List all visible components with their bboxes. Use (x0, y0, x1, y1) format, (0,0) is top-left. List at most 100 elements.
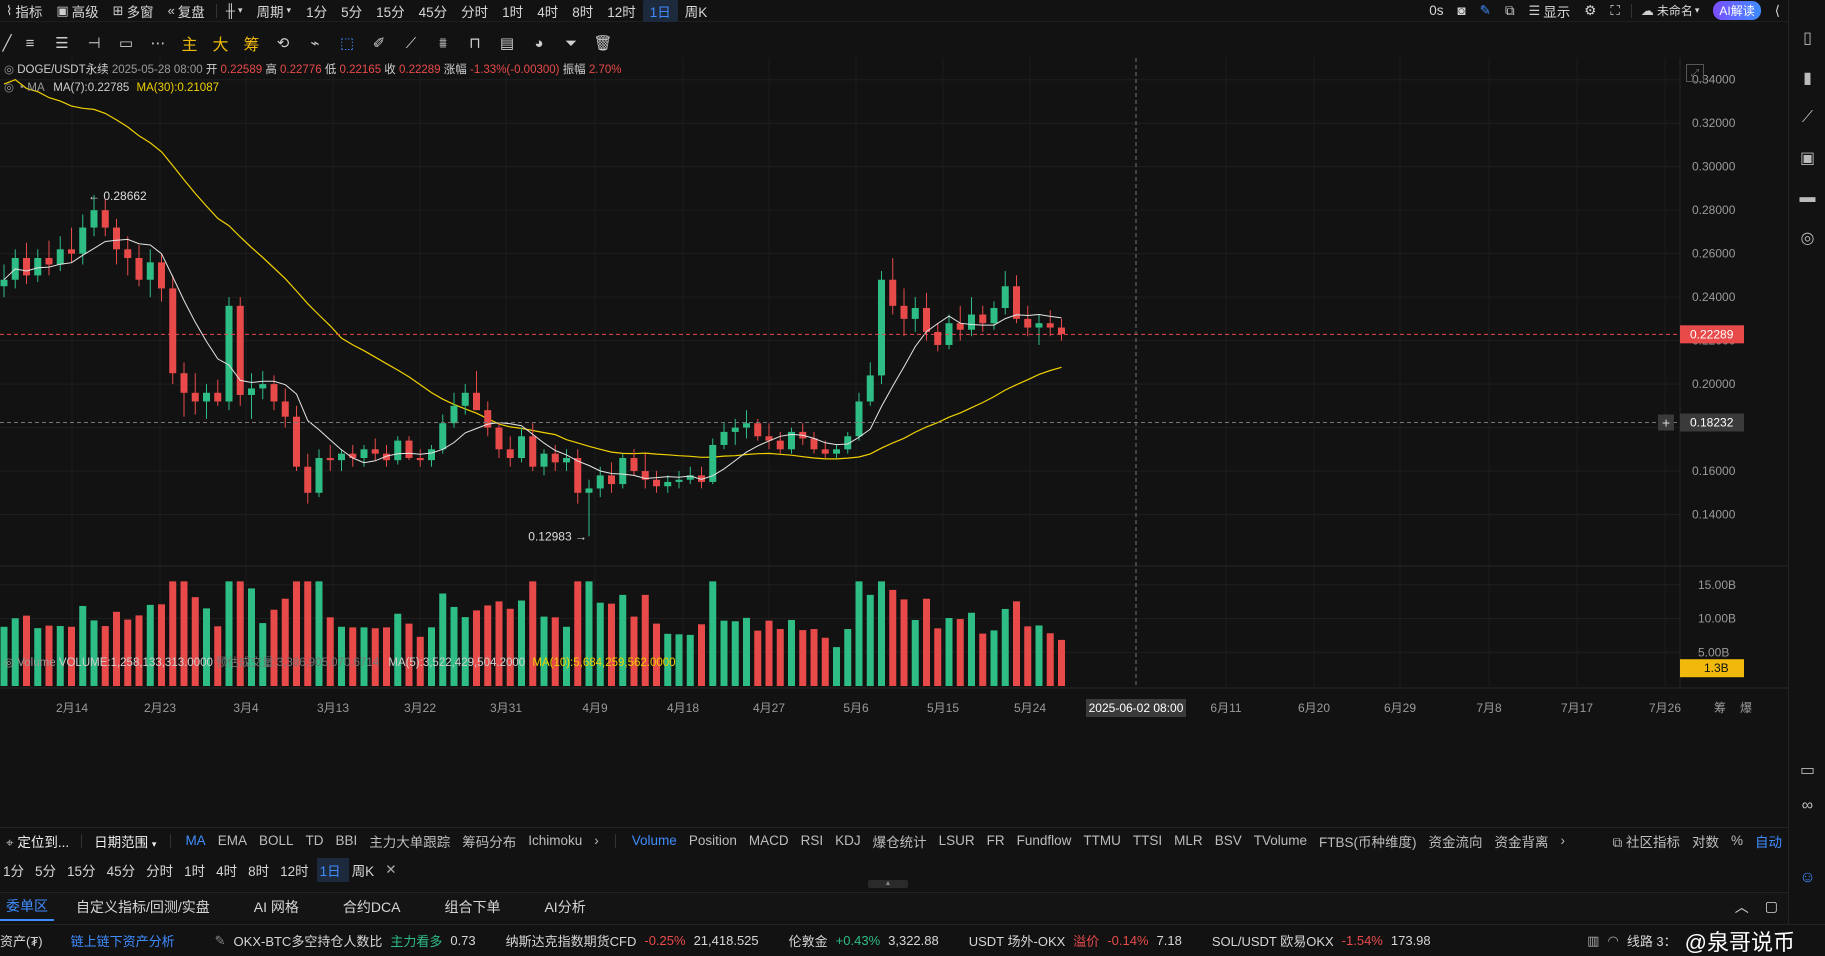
sub-indicator-tab-9[interactable]: TTMU (1083, 833, 1121, 848)
tf-15m[interactable]: 15分 (376, 4, 405, 20)
close-icon[interactable]: ✕ (385, 862, 397, 877)
card-icon[interactable]: ▬ (1799, 189, 1816, 206)
sub-indicator-tab-10[interactable]: TTSI (1132, 833, 1163, 848)
ticker-btc-ratio-name[interactable]: OKX-BTC多空持仓人数比 (233, 934, 383, 949)
tab-combo-order[interactable]: 组合下单 (444, 898, 501, 915)
tf-1m[interactable]: 1分 (306, 4, 328, 20)
ticker-sol-name[interactable]: SOL/USDT 欧易OKX (1211, 934, 1334, 949)
parallel-lines-icon[interactable]: ≡ (25, 34, 35, 52)
assistant-icon[interactable]: ☺ (1799, 869, 1816, 886)
tf-45m[interactable]: 45分 (418, 4, 448, 20)
tf-5m[interactable]: 5分 (341, 4, 363, 20)
chart-icon[interactable]: ▥ (1587, 932, 1600, 948)
tab-ai-grid[interactable]: AI 网格 (253, 898, 299, 915)
pattern-icon[interactable]: ⩩ (438, 34, 447, 52)
tf2-timeline[interactable]: 分时 (146, 864, 174, 879)
document-icon[interactable]: ▯ (1803, 30, 1812, 47)
tf-8h[interactable]: 8时 (572, 4, 594, 20)
sub-indicator-tab-8[interactable]: Fundflow (1016, 833, 1072, 848)
note-icon[interactable]: ▤ (499, 35, 515, 52)
path-icon[interactable]: ⟋ (405, 34, 417, 52)
expand-icon[interactable]: ⤢ (1686, 64, 1704, 82)
filter-icon[interactable]: ⏷ (564, 34, 577, 52)
tf2-1m[interactable]: 1分 (3, 864, 25, 879)
signal-icon[interactable]: ◎ (1800, 230, 1815, 247)
tab-contract-dca[interactable]: 合约DCA (342, 898, 401, 915)
indicators-button[interactable]: ⌇ 指标 (6, 2, 43, 20)
pen-icon[interactable]: ✎ (1479, 2, 1491, 18)
sub-indicator-tab-6[interactable]: LSUR (938, 833, 975, 848)
eye-icon[interactable]: ◎ (4, 82, 15, 94)
sub-indicator-tab-2[interactable]: MACD (748, 833, 789, 848)
sub-indicator-tab-7[interactable]: FR (986, 833, 1005, 848)
main-indicator-tab-5[interactable]: 主力大单跟踪 (369, 834, 451, 850)
main-indicator-tab-6[interactable]: 筹码分布 (462, 834, 517, 850)
display-button[interactable]: ☰ 显示 (1528, 2, 1571, 20)
more-tools-icon[interactable]: ⋯ (150, 35, 166, 52)
tf2-5m[interactable]: 5分 (35, 864, 57, 879)
tf-4h[interactable]: 4时 (537, 4, 559, 20)
tf2-1h[interactable]: 1时 (184, 864, 206, 879)
tf-1d[interactable]: 1日 (642, 0, 678, 22)
lock-icon[interactable]: ⊓ (469, 35, 481, 52)
percent-toggle[interactable]: % (1730, 833, 1743, 848)
main-indicator-tab-4[interactable]: BBI (335, 833, 358, 848)
tab-ai-analysis[interactable]: AI分析 (544, 898, 586, 915)
main-force-button[interactable]: 主 (181, 37, 198, 54)
fullscreen-icon[interactable]: ⛶ (1610, 2, 1620, 18)
multi-window-button[interactable]: ⊞ 多窗 (112, 2, 154, 20)
main-indicator-tab-2[interactable]: BOLL (258, 833, 294, 848)
sub-indicator-tab-4[interactable]: KDJ (835, 833, 861, 848)
bell-icon[interactable]: ◔ (17, 82, 25, 94)
edit-icon[interactable]: ✎ (214, 932, 226, 948)
camera-icon[interactable]: ◙ (1457, 3, 1466, 18)
sub-indicator-tab-14[interactable]: FTBS(币种维度) (1318, 834, 1417, 850)
ai-interpret-button[interactable]: AI解读 (1707, 0, 1768, 22)
main-indicator-tab-3[interactable]: TD (305, 833, 324, 848)
main-indicator-tab-7[interactable]: Ichimoku (528, 833, 583, 848)
ticker-nasdaq-name[interactable]: 纳斯达克指数期货CFD (505, 934, 637, 949)
tf2-1w[interactable]: 周K (351, 864, 375, 879)
tf2-4h[interactable]: 4时 (216, 864, 238, 879)
sub-indicator-tab-12[interactable]: BSV (1214, 833, 1242, 848)
tf-1w[interactable]: 周K (684, 4, 708, 20)
tf2-12h[interactable]: 12时 (280, 864, 309, 879)
sub-indicator-tab-1[interactable]: Position (688, 833, 737, 848)
measure-icon[interactable]: ⌁ (310, 35, 320, 52)
tf2-1d[interactable]: 1日 (316, 858, 349, 882)
trendline-icon[interactable]: ╱ (2, 35, 12, 52)
trash-icon[interactable]: 🗑 (593, 35, 613, 52)
link-icon[interactable]: ∞ (1801, 797, 1814, 814)
date-range-dropdown[interactable]: 日期范围 ▾ (94, 834, 157, 850)
tf-1h[interactable]: 1时 (502, 4, 524, 20)
chart-type-button[interactable]: ╫ ▾ (220, 0, 251, 22)
log-scale-toggle[interactable]: 对数 (1691, 834, 1719, 850)
replay-button[interactable]: «复盘 (167, 3, 205, 20)
sub-indicator-tab-0[interactable]: Volume (631, 833, 677, 848)
chevron-right-icon[interactable]: › (1560, 833, 1565, 848)
tf-12h[interactable]: 12时 (607, 4, 636, 20)
sub-indicator-tab-16[interactable]: 资金背离 (1494, 834, 1549, 850)
share-icon[interactable]: ⟨ (1774, 2, 1780, 18)
select-icon[interactable]: ⬚ (339, 35, 355, 52)
period-dropdown[interactable]: 周期 ▾ (256, 4, 292, 20)
ticker-usdt-otc-name[interactable]: USDT 场外-OKX (968, 934, 1066, 949)
maximize-icon[interactable]: ▢ (1764, 898, 1778, 914)
auto-scale-toggle[interactable]: 自动 (1755, 834, 1782, 850)
eye-icon[interactable]: ◎ (4, 64, 15, 76)
channel-icon[interactable]: ☰ (55, 35, 69, 52)
eye-icon[interactable]: ◎ (4, 657, 15, 669)
sub-indicator-tab-5[interactable]: 爆仓统计 (872, 834, 927, 850)
tf2-8h[interactable]: 8时 (248, 864, 270, 879)
ticker-gold-name[interactable]: 伦敦金 (788, 934, 828, 949)
tab-custom-indicator[interactable]: 自定义指标/回测/实盘 (76, 898, 210, 915)
locate-button[interactable]: ⌖ 定位到... (6, 834, 70, 850)
sub-indicator-tab-11[interactable]: MLR (1174, 833, 1203, 848)
sub-indicator-tab-15[interactable]: 资金流向 (1428, 834, 1483, 850)
main-indicator-tab-1[interactable]: EMA (217, 833, 247, 848)
tf-timeline[interactable]: 分时 (461, 4, 489, 20)
trend-up-icon[interactable]: ⟋ (1801, 109, 1814, 126)
tf2-15m[interactable]: 15分 (67, 864, 96, 879)
sub-indicator-tab-13[interactable]: TVolume (1253, 833, 1307, 848)
window-icon[interactable]: ▭ (1799, 762, 1816, 779)
